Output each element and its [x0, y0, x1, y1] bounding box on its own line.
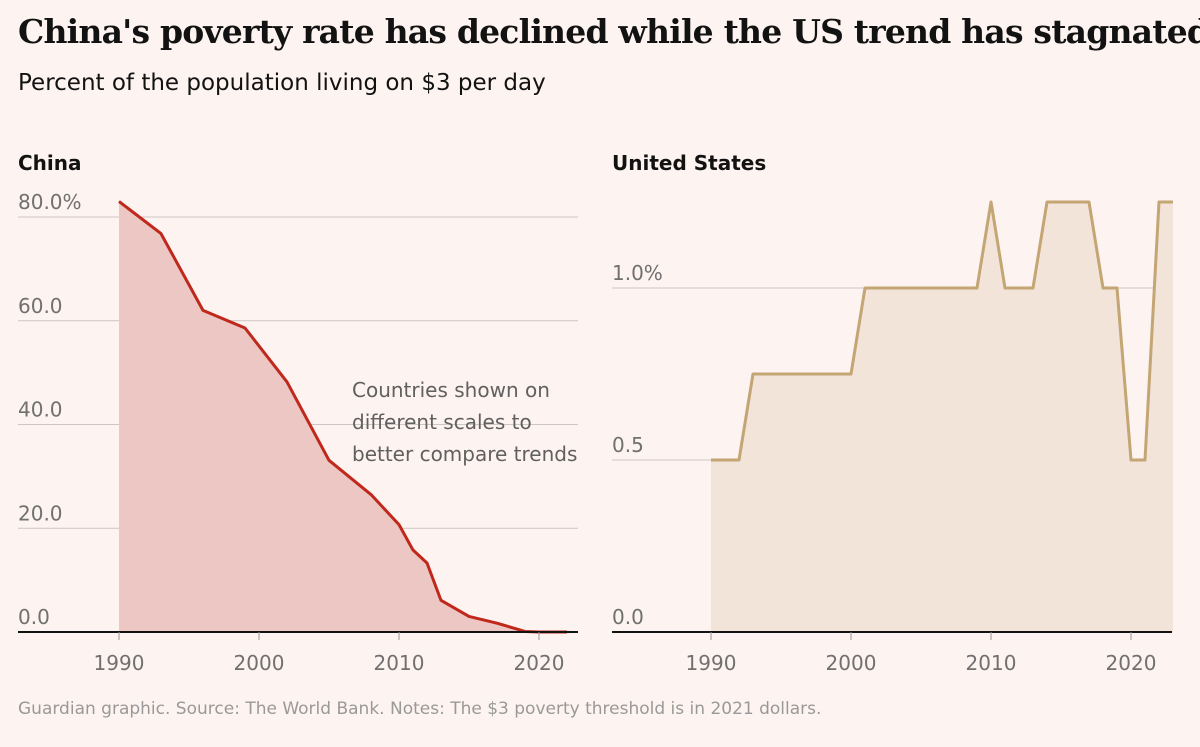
- china-x-tick-label: 2000: [234, 651, 285, 675]
- us-y-tick-label: 1.0%: [612, 261, 663, 285]
- china-area: [119, 201, 567, 632]
- us-x-tick-label: 2010: [966, 651, 1017, 675]
- china-x-tick-label: 1990: [94, 651, 145, 675]
- chart-title: China's poverty rate has declined while …: [18, 12, 1200, 51]
- us-panel-title: United States: [612, 151, 766, 175]
- us-x-tick-label: 2000: [826, 651, 877, 675]
- source-note: Guardian graphic. Source: The World Bank…: [18, 699, 822, 719]
- scale-annotation-line: better compare trends: [352, 442, 577, 466]
- china-x-tick-label: 2020: [514, 651, 565, 675]
- us-area: [711, 202, 1173, 632]
- china-panel-title: China: [18, 151, 82, 175]
- china-y-tick-label: 40.0: [18, 398, 63, 422]
- us-y-tick-label: 0.0: [612, 605, 644, 629]
- scale-annotation-line: Countries shown on: [352, 378, 550, 402]
- china-y-tick-label: 80.0%: [18, 190, 82, 214]
- china-y-tick-label: 20.0: [18, 501, 63, 525]
- us-y-tick-label: 0.5: [612, 433, 644, 457]
- chart-subtitle: Percent of the population living on $3 p…: [18, 70, 546, 96]
- scale-annotation-line: different scales to: [352, 410, 532, 434]
- us-x-tick-label: 1990: [686, 651, 737, 675]
- us-series-line: [711, 200, 1173, 462]
- us-x-tick-label: 2020: [1106, 651, 1157, 675]
- china-y-tick-label: 60.0: [18, 294, 63, 318]
- china-x-tick-label: 2010: [374, 651, 425, 675]
- china-y-tick-label: 0.0: [18, 605, 50, 629]
